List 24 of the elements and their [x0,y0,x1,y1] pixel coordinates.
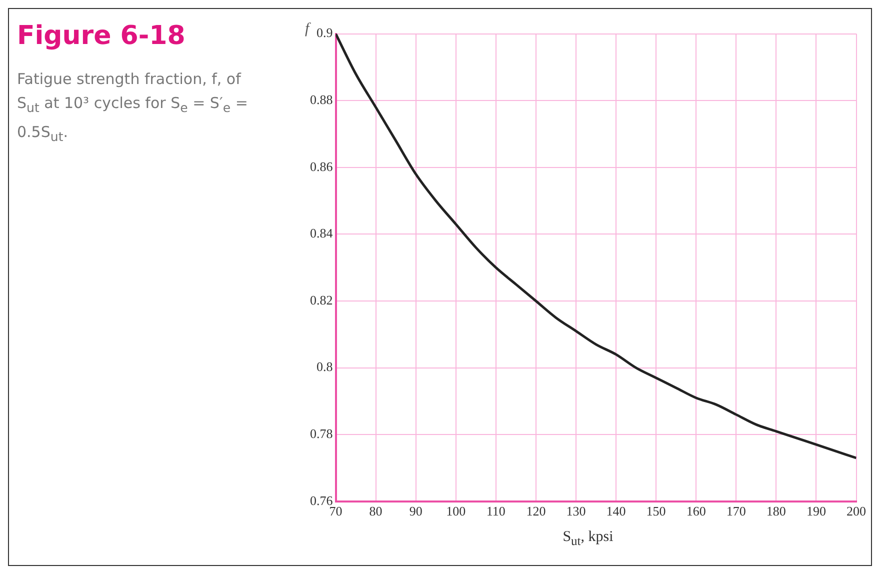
y-tick-label: 0.8 [316,359,333,374]
x-tick-label: 90 [409,504,422,519]
x-tick-label: 180 [766,504,786,519]
x-tick-label: 120 [526,504,546,519]
y-tick-label: 0.88 [310,92,333,108]
y-tick-label: 0.78 [310,426,333,442]
y-tick-label: 0.82 [310,292,333,308]
x-tick-label: 130 [566,504,586,519]
text: Figure 6-18 [17,21,186,51]
y-tick-label: 0.9 [316,25,333,40]
text: Fatigue strength fraction, f, of S$_{ut}$ at 10³ cycles for S$_{e}$ = S′$_{e}$ = 0.5S$_{ut}$. [17,70,248,144]
y-tick-label: 0.84 [310,226,334,241]
x-tick-label: 160 [686,504,706,519]
x-tick-label: 100 [446,504,466,519]
x-tick-label: 170 [726,504,746,519]
x-tick-label: 80 [369,504,382,519]
x-tick-label: 150 [646,504,666,519]
x-tick-label: 140 [606,504,626,519]
y-tick-label: 0.86 [310,158,334,174]
y-axis-title: f [305,21,310,38]
x-tick-label: 110 [486,504,506,519]
x-tick-label: 200 [846,504,866,519]
x-tick-label: 190 [806,504,826,519]
x-axis-title: S$_{ut}$, kpsi [562,529,614,549]
